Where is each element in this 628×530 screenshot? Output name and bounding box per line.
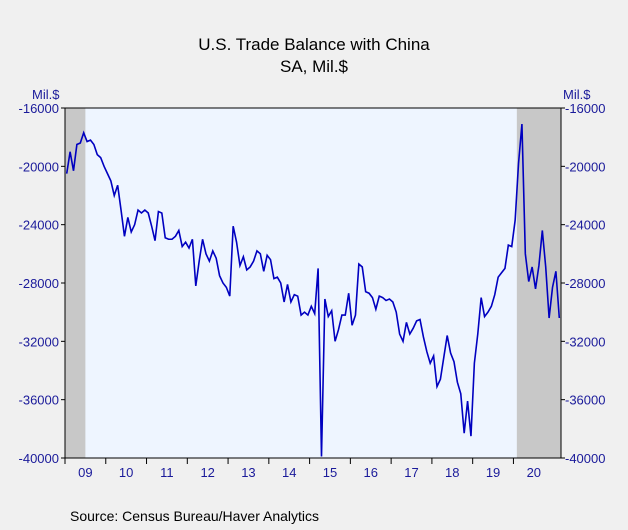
x-tick-label: 18 — [445, 465, 459, 480]
y2-tick-label: -36000 — [565, 393, 605, 408]
recession-shading — [65, 108, 86, 458]
y-tick-label: -28000 — [19, 276, 59, 291]
x-tick-label: 17 — [404, 465, 418, 480]
x-tick-label: 16 — [364, 465, 378, 480]
y2-tick-label: -20000 — [565, 159, 605, 174]
x-tick-label: 11 — [160, 465, 174, 480]
y2-tick-label: -40000 — [565, 451, 605, 466]
chart-title: U.S. Trade Balance with China — [198, 35, 430, 54]
y-tick-label: -36000 — [19, 393, 59, 408]
y2-axis-label: Mil.$ — [563, 87, 591, 102]
y-tick-label: -16000 — [19, 101, 59, 116]
x-tick-label: 14 — [282, 465, 296, 480]
plot-area — [65, 108, 561, 458]
x-tick-label: 20 — [527, 465, 541, 480]
source: Source: Census Bureau/Haver Analytics — [70, 508, 319, 524]
x-tick-label: 09 — [78, 465, 92, 480]
y2-tick-label: -16000 — [565, 101, 605, 116]
data-line — [65, 123, 561, 457]
y2-tick-label: -32000 — [565, 334, 605, 349]
y-tick-label: -32000 — [19, 334, 59, 349]
y-axis-label: Mil.$ — [32, 87, 60, 102]
y-tick-label: -24000 — [19, 218, 59, 233]
x-tick-label: 12 — [200, 465, 214, 480]
x-tick-label: 13 — [241, 465, 255, 480]
x-tick-label: 19 — [486, 465, 500, 480]
y-tick-label: -20000 — [19, 159, 59, 174]
y2-tick-label: -24000 — [565, 218, 605, 233]
chart-subtitle: SA, Mil.$ — [280, 57, 349, 76]
x-tick-label: 15 — [323, 465, 337, 480]
y-tick-label: -40000 — [19, 451, 59, 466]
x-tick-label: 10 — [119, 465, 133, 480]
y2-tick-label: -28000 — [565, 276, 605, 291]
